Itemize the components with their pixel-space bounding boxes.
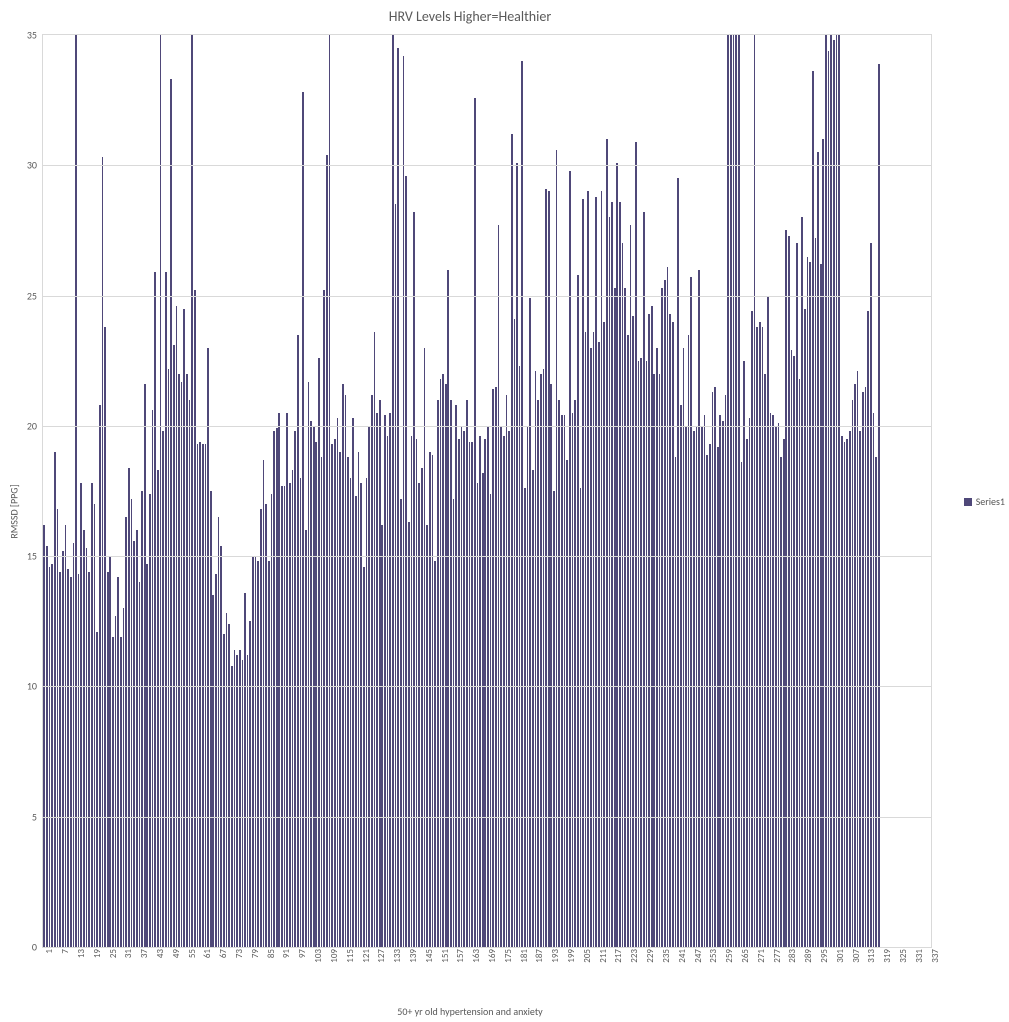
x-tick-label: 145 — [424, 949, 435, 963]
x-tick-container: 17 13 19 25 31 37 43 49 55 61 67 73 79 85 91 97 103 109 11… — [43, 947, 931, 991]
x-tick-label: 301 — [835, 949, 846, 963]
gridline — [43, 165, 931, 166]
x-tick-label: 139 — [408, 949, 419, 963]
x-tick-label: 43 — [155, 949, 166, 958]
x-tick-label: 217 — [613, 949, 624, 963]
gridline — [43, 556, 931, 557]
x-tick-label: 157 — [455, 949, 466, 963]
x-tick-label: 205 — [582, 949, 593, 963]
x-tick-label: 235 — [661, 949, 672, 963]
y-tick-label: 25 — [27, 289, 37, 302]
gridline — [43, 296, 931, 297]
x-tick-label: 13 — [76, 949, 87, 958]
x-tick-label: 337 — [930, 949, 941, 963]
x-tick-label: 31 — [123, 949, 134, 958]
y-tick-label: 15 — [27, 550, 37, 563]
x-tick-label: 181 — [519, 949, 530, 963]
y-tick-label: 0 — [32, 941, 37, 954]
x-tick-label: 259 — [724, 949, 735, 963]
gridline — [43, 817, 931, 818]
x-tick-label: 175 — [503, 949, 514, 963]
x-tick-label: 49 — [171, 949, 182, 958]
x-tick-label: 1 — [44, 949, 55, 954]
x-tick-label: 307 — [851, 949, 862, 963]
legend-swatch — [964, 498, 972, 506]
x-tick-label: 115 — [345, 949, 356, 963]
x-tick-label: 37 — [139, 949, 150, 958]
x-tick-label: 289 — [803, 949, 814, 963]
x-tick-label: 109 — [329, 949, 340, 963]
y-tick-label: 20 — [27, 419, 37, 432]
x-tick-label: 331 — [914, 949, 925, 963]
x-tick-label: 127 — [376, 949, 387, 963]
x-tick-label: 103 — [313, 949, 324, 963]
x-tick-label: 247 — [693, 949, 704, 963]
x-tick-label: 97 — [297, 949, 308, 958]
x-tick-label: 121 — [361, 949, 372, 963]
x-tick-label: 79 — [250, 949, 261, 958]
y-tick-label: 10 — [27, 680, 37, 693]
x-tick-label: 55 — [187, 949, 198, 958]
y-tick-label: 35 — [27, 29, 37, 42]
x-tick-label: 325 — [898, 949, 909, 963]
x-tick-label: 283 — [787, 949, 798, 963]
x-tick-label: 91 — [281, 949, 292, 958]
x-tick-label: 229 — [645, 949, 656, 963]
x-tick-label: 187 — [534, 949, 545, 963]
x-tick-label: 169 — [487, 949, 498, 963]
y-tick-label: 5 — [32, 810, 37, 823]
x-tick-label: 61 — [202, 949, 213, 958]
x-tick-label: 25 — [108, 949, 119, 958]
gridline — [43, 426, 931, 427]
x-tick-label: 151 — [440, 949, 451, 963]
x-tick-label: 67 — [218, 949, 229, 958]
x-tick-label: 73 — [234, 949, 245, 958]
legend: Series1 — [964, 495, 1005, 508]
legend-label: Series1 — [976, 495, 1005, 508]
x-tick-label: 223 — [629, 949, 640, 963]
y-tick-label: 30 — [27, 159, 37, 172]
gridline — [43, 686, 931, 687]
x-tick-label: 85 — [266, 949, 277, 958]
x-tick-label: 277 — [772, 949, 783, 963]
x-tick-label: 199 — [566, 949, 577, 963]
x-tick-label: 295 — [819, 949, 830, 963]
x-tick-label: 319 — [882, 949, 893, 963]
bar-container — [43, 35, 931, 947]
chart-title: HRV Levels Higher=Healthier — [0, 8, 940, 25]
x-tick-label: 253 — [708, 949, 719, 963]
x-tick-label: 313 — [866, 949, 877, 963]
x-tick-label: 271 — [756, 949, 767, 963]
x-tick-label: 211 — [598, 949, 609, 963]
x-tick-label: 19 — [92, 949, 103, 958]
plot-area: 1713192531374349556167737985919710310911… — [42, 34, 932, 948]
x-tick-label: 193 — [550, 949, 561, 963]
x-tick-label: 7 — [60, 949, 71, 954]
x-tick-label: 241 — [677, 949, 688, 963]
x-axis-label: 50+ yr old hypertension and anxiety — [0, 1005, 940, 1018]
x-tick-label: 163 — [471, 949, 482, 963]
y-axis-label: RMSSD [PPG] — [6, 0, 22, 1022]
x-tick-label: 265 — [740, 949, 751, 963]
x-tick-label: 133 — [392, 949, 403, 963]
hrv-bar-chart: HRV Levels Higher=Healthier RMSSD [PPG] … — [0, 0, 1009, 1022]
